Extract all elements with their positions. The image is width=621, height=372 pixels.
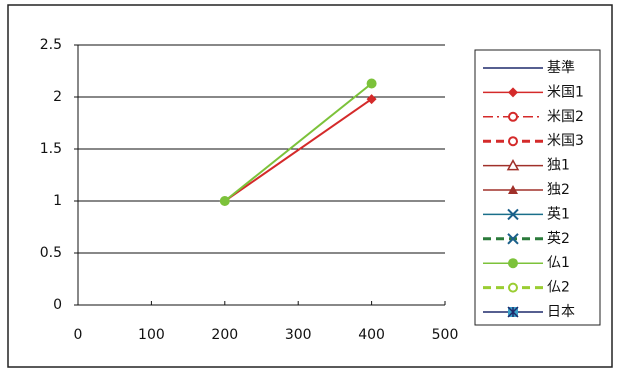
legend-marker	[508, 185, 518, 194]
point	[219, 196, 230, 206]
legend-marker	[508, 258, 518, 269]
y-tick-label: 2.5	[40, 37, 62, 53]
legend-marker	[508, 111, 518, 122]
series-line	[224, 82, 373, 202]
chart-border	[7, 4, 613, 368]
legend-marker	[508, 136, 518, 147]
legend-label: 米国2	[547, 109, 584, 125]
x-tick-label: 400	[358, 327, 385, 343]
legend-label: 米国3	[547, 133, 584, 149]
point	[366, 94, 377, 105]
legend-label: 日本	[547, 304, 575, 320]
legend-label: 独2	[547, 182, 570, 198]
y-tick-label: 2	[53, 89, 62, 105]
legend-marker	[507, 306, 519, 318]
x-tick-label: 0	[74, 327, 83, 343]
legend-label: 英2	[547, 230, 570, 247]
legend-marker	[507, 233, 519, 245]
y-tick-label: 1.5	[40, 141, 62, 157]
y-tick-label: 0	[53, 297, 62, 313]
point	[366, 78, 377, 89]
legend-label: 独1	[547, 158, 570, 174]
legend-label: 基準	[547, 59, 575, 76]
series-line	[224, 98, 373, 202]
legend-label: 仏2	[547, 280, 570, 296]
legend-marker	[508, 87, 518, 98]
x-tick-label: 100	[138, 327, 165, 343]
legend-marker	[506, 159, 520, 171]
y-tick-label: 0.5	[40, 245, 62, 261]
x-tick-label: 300	[285, 327, 312, 343]
legend-label: 米国1	[547, 84, 584, 100]
legend-marker	[508, 282, 518, 293]
legend-marker	[507, 208, 519, 221]
x-tick-label: 500	[432, 327, 459, 343]
legend-label: 仏1	[547, 255, 570, 271]
x-tick-label: 200	[211, 327, 238, 343]
legend-label: 英1	[547, 205, 570, 222]
y-tick-label: 1	[53, 193, 62, 209]
legend-box	[474, 49, 601, 326]
